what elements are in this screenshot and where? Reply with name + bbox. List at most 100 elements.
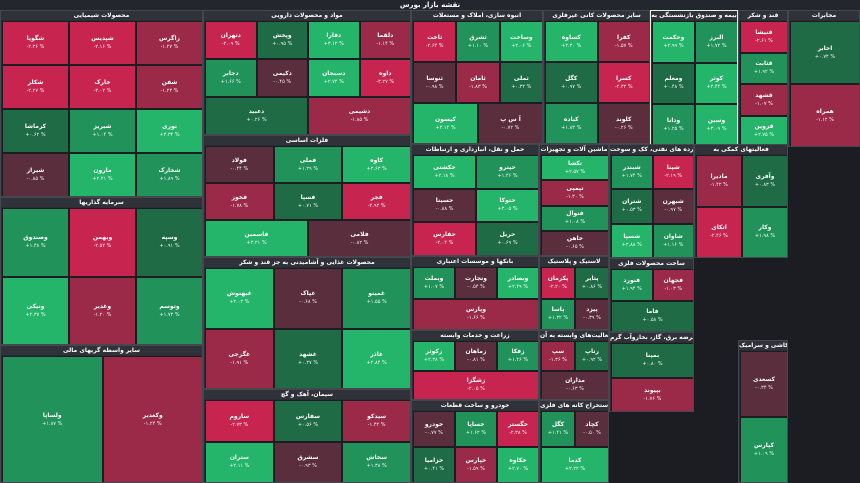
stock-tile[interactable]: ولساپا +۱.۸۷ % (2, 356, 103, 482)
stock-tile[interactable]: غاذر +۲.۸۴ % (342, 328, 410, 388)
stock-tile[interactable]: دلقما -۱.۱۴ % (359, 21, 410, 59)
stock-tile[interactable]: قزوین +۲.۷۵ % (740, 115, 787, 146)
stock-tile[interactable]: مداران -۰.۶۳ % (541, 370, 608, 399)
stock-tile[interactable]: کباده +۱.۸۳ % (545, 103, 598, 143)
sector-14[interactable]: لاستیک و پلاستیک پکرمان -۲.۲۰ % پتایر +۰.۸۶ … (539, 256, 609, 330)
stock-tile[interactable]: فلامی -۰.۸۲ % (308, 220, 410, 256)
stock-tile[interactable]: ونیکی +۲.۳۷ % (2, 276, 69, 344)
stock-tile[interactable]: شپدیس -۲.۱۶ % (69, 21, 136, 65)
stock-tile[interactable]: شبندر +۱.۷۴ % (611, 155, 653, 190)
sector-23[interactable]: عرضه برق، گاز، بخاروآب گرم بمپنا +۰.۸۰ % بپ… (609, 332, 694, 412)
stock-tile[interactable]: خاهن -۰.۶۵ % (541, 230, 608, 255)
stock-tile[interactable]: شکلر -۲.۲۷ % (2, 65, 69, 109)
stock-tile[interactable]: بمپنا +۰.۸۰ % (611, 343, 693, 378)
stock-tile[interactable]: زاگرس -۱.۲۷ % (136, 21, 202, 65)
stock-tile[interactable]: سفارس +۰.۵۶ % (273, 400, 343, 442)
stock-tile[interactable]: وکغدیر -۱.۲۴ % (102, 356, 202, 482)
stock-tile[interactable]: قثابت +۱.۹۲ % (740, 52, 787, 84)
sector-22[interactable]: استخراج کانه های فلزی کگل +۱.۴۱ % کچاد -۰.۵۰… (539, 400, 609, 483)
stock-tile[interactable]: وغدیر -۱.۲۰ % (69, 276, 136, 344)
stock-tile[interactable]: حپترو +۱.۴۶ % (476, 155, 538, 189)
stock-tile[interactable]: فملی +۱.۲۹ % (273, 146, 343, 183)
stock-tile[interactable]: خپارس -۱.۵۹ % (455, 447, 497, 482)
stock-tile[interactable]: فنوال +۱.۰۸ % (541, 205, 608, 231)
stock-tile[interactable]: داوه -۳.۲۷ % (359, 59, 410, 97)
stock-tile[interactable]: کپارس +۱.۰۹ % (740, 417, 787, 482)
stock-tile[interactable]: ثملی +۰.۳۲ % (499, 62, 542, 103)
sector-7[interactable]: ماشین آلات و تجهیزات تکشا +۲.۵۷ % تپمپی -۱.۳… (539, 144, 609, 256)
stock-tile[interactable]: کساوه +۲.۳۰ % (545, 21, 598, 62)
stock-tile[interactable]: وساخت +۲.۰۶ % (499, 21, 542, 62)
stock-tile[interactable]: کلوند -۰.۲۶ % (597, 103, 649, 143)
stock-tile[interactable]: بپیوند -۱.۷۶ % (611, 377, 693, 411)
stock-tile[interactable]: حسینا -۰.۸۸ % (413, 188, 476, 223)
stock-tile[interactable]: دفارا +۳.۱۲ % (308, 21, 360, 59)
stock-tile[interactable]: ودانا +۱.۲۵ % (652, 104, 695, 145)
stock-tile[interactable]: شبریز +۱.۰۴ % (69, 109, 136, 153)
stock-tile[interactable]: سپ -۱.۳۶ % (541, 341, 575, 371)
sector-1[interactable]: مواد و محصولات دارویی دتهران -۲.۰۹ % وپخش +۰… (203, 10, 411, 135)
stock-tile[interactable]: دشیمی -۱.۸۵ % (308, 97, 410, 134)
sector-4[interactable]: بیمه و صندوق بازنشستگی به وحکمت +۲.۹۹ % الب… (650, 10, 738, 146)
sector-16[interactable]: مخابرات اخابر +۰.۷۴ % همراه -۱.۱۲ % (788, 10, 860, 147)
stock-tile[interactable]: کسعدی -۰.۳۴ % (740, 351, 787, 417)
stock-tile[interactable]: وآفری +۰.۸۳ % (742, 155, 787, 207)
stock-tile[interactable]: ثشرق +۱.۱۰ % (456, 21, 500, 62)
stock-tile[interactable]: کگل +۰.۹۷ % (545, 62, 598, 103)
stock-tile[interactable]: نوری +۳.۳۴ % (136, 109, 202, 153)
stock-tile[interactable]: شفن -۱.۲۳ % (136, 65, 202, 109)
sector-9[interactable]: فعالیتهای کمکی به مادیرا -۱.۴۲ % وآفری +۰.۸۳… (694, 144, 788, 258)
stock-tile[interactable]: اخابر +۰.۷۴ % (790, 21, 859, 84)
sector-13[interactable]: بانکها و موسسات اعتباری وبملت +۱.۰۷ % وتجار… (411, 256, 539, 330)
stock-tile[interactable]: ثاخت -۲.۶۴ % (413, 21, 457, 62)
stock-tile[interactable]: کگل +۱.۴۱ % (541, 411, 575, 447)
stock-tile[interactable]: غشهد +۰.۲۷ % (273, 328, 343, 388)
stock-tile[interactable]: شبهرن -۰.۹۷ % (652, 189, 693, 224)
stock-tile[interactable]: مارون +۲.۲۱ % (69, 153, 136, 196)
stock-tile[interactable]: قنیشا -۲.۶۱ % (740, 21, 787, 53)
stock-tile[interactable]: حکشتی +۲.۱۸ % (413, 155, 476, 189)
stock-tile[interactable]: شیراز -۰.۸۵ % (2, 153, 69, 196)
stock-tile[interactable]: شپنا -۲.۱۹ % (652, 155, 693, 190)
sector-17[interactable]: زراعت و خدمات وابسته زکوثر +۲.۳۸ % زماهان -۰… (411, 330, 539, 400)
stock-tile[interactable]: وکار +۱.۹۸ % (742, 206, 787, 257)
stock-tile[interactable]: همراه -۱.۱۲ % (790, 84, 859, 146)
sector-6[interactable]: حمل و نقل، انبارداری و ارتباطات حکشتی +۲.۱… (411, 144, 539, 256)
stock-tile[interactable]: فخوز -۱.۷۸ % (205, 183, 274, 220)
stock-tile[interactable]: سخاش +۱.۳۸ % (342, 441, 410, 482)
stock-tile[interactable]: حتوکا +۳.۰۵ % (476, 188, 538, 223)
stock-tile[interactable]: تپمپی -۱.۳۰ % (541, 180, 608, 206)
stock-tile[interactable]: غمینو +۱.۵۵ % (342, 268, 410, 329)
sector-21[interactable]: خودرو و ساخت قطعات خودرو -۰.۷۷ % خساپا +۱.۶۲… (411, 400, 539, 483)
stock-tile[interactable]: تکشا +۲.۵۷ % (541, 155, 608, 181)
stock-tile[interactable]: دجابر +۱.۶۶ % (205, 59, 257, 97)
stock-tile[interactable]: غبهنوش +۲.۰۲ % (205, 268, 274, 329)
sector-11[interactable]: سرمایه گذاریها وصندوق +۱.۴۸ % وبهمن -۲.۵۲ % و… (0, 197, 203, 345)
sector-15[interactable]: ساخت محصولات فلزی فنورد +۱.۹۴ % فجهان -۱.۰۳ … (609, 258, 694, 332)
stock-tile[interactable]: آ س پ -۰.۷۲ % (478, 103, 542, 143)
stock-tile[interactable]: رتاپ +۰.۹۲ % (575, 341, 608, 371)
stock-tile[interactable]: فاسمین +۳.۲۱ % (205, 220, 308, 256)
stock-tile[interactable]: خزامیا +۰.۴۱ % (413, 447, 455, 482)
stock-tile[interactable]: خارک -۳.۰۲ % (69, 65, 136, 109)
stock-tile[interactable]: زفکا +۱.۲۶ % (497, 341, 538, 371)
stock-tile[interactable]: شسپا +۲.۸۸ % (611, 223, 653, 257)
stock-tile[interactable]: خگستر -۲.۳۸ % (497, 411, 538, 447)
stock-tile[interactable]: زشگزا -۲.۰۵ % (413, 370, 538, 399)
stock-tile[interactable]: پیزد -۰.۳۹ % (575, 298, 608, 329)
stock-tile[interactable]: ساروم -۲.۷۳ % (205, 400, 274, 442)
stock-tile[interactable]: ثنوسا -۰.۹۸ % (413, 62, 457, 103)
sector-24[interactable]: کاشی و سرامیک کسعدی -۰.۳۴ % کپارس +۱.۰۹ % (738, 340, 788, 483)
stock-tile[interactable]: ومعلم +۰.۴۸ % (652, 62, 695, 105)
stock-tile[interactable]: شتران +۰.۵۳ % (611, 189, 653, 224)
stock-tile[interactable]: فنورد +۱.۹۴ % (611, 269, 653, 301)
sector-12[interactable]: محصولات غذایی و آشامیدنی به جز قند و شکر… (203, 257, 411, 389)
stock-tile[interactable]: وتجارت -۰.۵۴ % (455, 267, 497, 299)
stock-tile[interactable]: کوثر +۲.۴۴ % (695, 62, 737, 105)
stock-tile[interactable]: کفرا -۱.۵۷ % (597, 21, 649, 62)
stock-tile[interactable]: فجهان -۱.۰۳ % (652, 269, 693, 301)
stock-tile[interactable]: پتایر +۰.۸۶ % (575, 267, 608, 299)
sector-20[interactable]: سیمان، آهک و گچ ساروم -۲.۷۳ % سفارس +۰.۵۶ % س… (203, 389, 411, 483)
stock-tile[interactable]: کدما +۲.۲۲ % (541, 447, 608, 482)
stock-tile[interactable]: غپاک -۰.۶۸ % (273, 268, 343, 329)
